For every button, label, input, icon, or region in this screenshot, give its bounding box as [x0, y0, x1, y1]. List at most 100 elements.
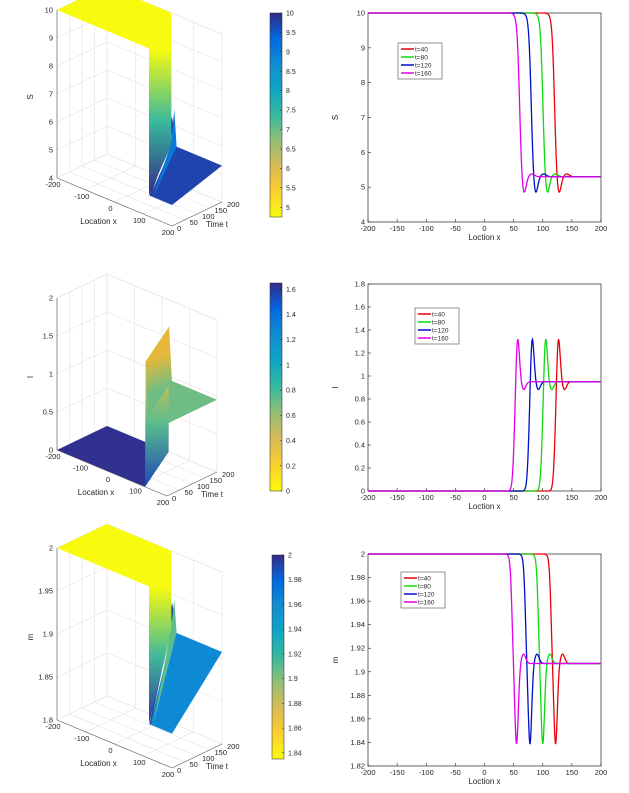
x-tick-label: 100 — [129, 487, 142, 496]
x-axis-label: Loction x — [468, 502, 500, 511]
x-axis-line — [56, 449, 168, 497]
colorbar-tick-label: 1.4 — [286, 312, 296, 319]
colorbar — [271, 554, 285, 760]
grid-line — [56, 311, 218, 359]
t-tick-label: 50 — [190, 218, 198, 227]
colorbar-tick-label: 1.6 — [286, 287, 296, 294]
y-tick-label: 8 — [361, 78, 365, 87]
x-tick-label: 150 — [566, 493, 579, 502]
x-tick-label: -200 — [360, 224, 375, 233]
x-axis-line — [56, 719, 173, 769]
z-tick-label: 7 — [49, 90, 53, 99]
surface-plateau — [57, 0, 172, 49]
t-tick-label: 100 — [197, 482, 210, 491]
x-tick-label: -100 — [419, 224, 434, 233]
colorbar-tick-label: 2 — [288, 553, 292, 560]
x-tick-label: 100 — [536, 768, 549, 777]
t-tick-label: 0 — [177, 766, 181, 775]
t-tick-label: 200 — [222, 470, 235, 479]
z-tick-label: 0 — [49, 446, 53, 455]
surface-ridge — [153, 599, 177, 726]
y-tick-label: 1.8 — [355, 280, 365, 289]
grid-line — [56, 695, 223, 745]
y-tick-label: 6 — [361, 148, 365, 157]
y-tick-label: 1.92 — [350, 644, 365, 653]
plot-area — [367, 283, 602, 492]
x-axis-label: Loction x — [468, 777, 500, 786]
colorbar-tick-label: 1.86 — [288, 726, 302, 733]
grid-line — [56, 97, 223, 147]
x-axis-label: Location x — [78, 488, 114, 497]
colorbar-tick-label: 1.94 — [288, 627, 302, 634]
x-tick-label: 100 — [133, 758, 146, 767]
grid-line — [85, 536, 137, 733]
y-tick-label: 1.86 — [350, 714, 365, 723]
legend-label: t=40 — [415, 47, 428, 54]
x-axis-label: Loction x — [468, 233, 500, 242]
grid-line — [56, 273, 218, 321]
y-tick-label: 1.82 — [350, 762, 365, 771]
z-tick-label: 1.9 — [43, 630, 53, 639]
t-axis-line — [171, 201, 223, 227]
x-tick-label: 0 — [482, 224, 486, 233]
legend-label: t=160 — [418, 600, 435, 607]
t-tick-label: 100 — [202, 754, 215, 763]
legend-label: t=40 — [418, 576, 431, 583]
grid-line — [69, 4, 185, 221]
y-tick-label: 2 — [361, 550, 365, 559]
series-line-t=160 — [368, 12, 601, 193]
z-axis-label: m — [26, 633, 35, 640]
grid-line — [81, 536, 198, 757]
y-tick-label: 0.4 — [355, 441, 365, 450]
y-tick-label: 1.6 — [355, 303, 365, 312]
t-axis-line — [166, 471, 218, 497]
colorbar-tick-label: 1 — [286, 362, 290, 369]
legend-label: t=120 — [432, 328, 449, 335]
line-chart-S-profile: -200 -150 -100 -50 0 50 100 150 200 4 5 6 7 8 9 10 Locti… — [331, 9, 607, 243]
grid-line — [85, 0, 137, 191]
legend-label: t=40 — [432, 312, 445, 319]
x-tick-label: 0 — [106, 475, 110, 484]
x-tick-label: 150 — [566, 224, 579, 233]
y-axis-label: m — [331, 656, 340, 663]
grid-line — [56, 69, 223, 119]
x-tick-label: 200 — [162, 770, 175, 779]
colorbar-tick-label: 1.96 — [288, 602, 302, 609]
z-axis-label: S — [26, 94, 35, 99]
y-tick-label: 1.2 — [355, 349, 365, 358]
grid-line — [94, 530, 210, 751]
colorbar-tick-label: 1.2 — [286, 337, 296, 344]
colorbar-tick-label: 1.98 — [288, 577, 302, 584]
t-tick-label: 150 — [215, 206, 228, 215]
colorbar-tick-label: 1.88 — [288, 701, 302, 708]
x-tick-label: 0 — [482, 768, 486, 777]
t-tick-label: 150 — [215, 748, 228, 757]
z-tick-label: 8 — [49, 62, 53, 71]
legend-label: t=80 — [415, 55, 428, 62]
x-tick-label: -50 — [450, 768, 461, 777]
z-tick-label: 4 — [49, 174, 53, 183]
t-axis-line — [171, 743, 223, 769]
x-tick-label: 200 — [162, 228, 175, 237]
grid-line — [143, 22, 194, 215]
line-chart-I-profile: -200 -150 -100 -50 0 50 100 150 200 0 0.2 0.4 0.6 0.8… — [331, 280, 607, 512]
y-tick-label: 1.98 — [350, 573, 365, 582]
colorbar-tick-label: 7 — [286, 127, 290, 134]
x-tick-label: -200 — [45, 722, 60, 731]
x-tick-label: -150 — [390, 493, 405, 502]
x-tick-label: -100 — [73, 464, 88, 473]
z-tick-label: 6 — [49, 118, 53, 127]
x-tick-label: -50 — [450, 493, 461, 502]
t-axis-label: Time t — [206, 220, 229, 229]
t-tick-label: 0 — [177, 224, 181, 233]
x-tick-label: -100 — [419, 768, 434, 777]
colorbar-tick-label: 8 — [286, 88, 290, 95]
x-tick-label: -200 — [360, 493, 375, 502]
z-tick-label: 0.5 — [43, 408, 53, 417]
x-axis-line — [56, 177, 173, 227]
colorbar-tick-label: 5 — [286, 205, 290, 212]
surface-drop-face — [149, 550, 172, 724]
